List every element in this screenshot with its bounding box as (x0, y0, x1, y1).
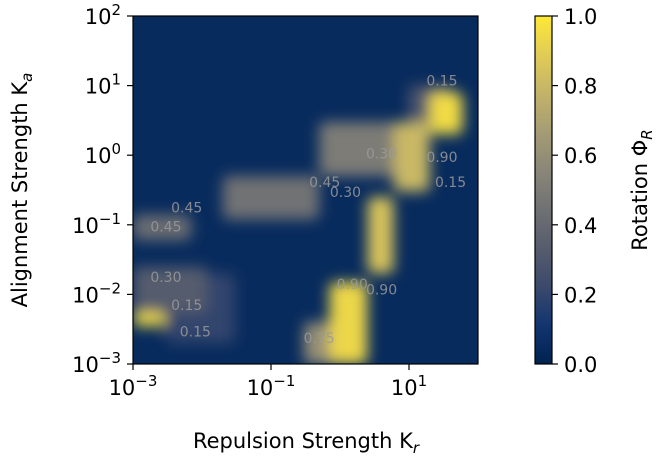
heatmap-cell (367, 197, 394, 274)
y-tick-label: 101 (85, 71, 121, 99)
y-axis-label: Alignment Strength Ka (8, 73, 36, 308)
heatmap-cell (329, 282, 368, 364)
heatmap-cell (133, 312, 166, 327)
contour-label: 0.45 (150, 220, 181, 236)
heatmap-cell (429, 92, 463, 135)
plot-area: 0.150.150.300.450.300.450.450.300.150.15… (132, 15, 479, 365)
y-tick-label: 100 (85, 140, 121, 168)
contour-label: 0.30 (366, 146, 397, 162)
contour-label: 0.15 (180, 324, 211, 340)
x-axis-label: Repulsion Strength Kr (193, 429, 420, 457)
x-tick-label: 10−3 (109, 372, 158, 400)
heatmap-cell (133, 266, 208, 313)
contour-label: 0.45 (309, 175, 340, 191)
y-tick-label: 10−1 (72, 210, 121, 238)
colorbar-fill (535, 16, 552, 364)
colorbar-frame (534, 15, 553, 365)
heatmap-cell (393, 121, 430, 192)
contour-label: 0.45 (171, 201, 202, 217)
contour-label: 0.15 (435, 175, 466, 191)
colorbar: 0.0 0.2 0.4 0.6 0.8 1.0 Rotation ΦR (534, 5, 656, 377)
contour-label: 0.90 (426, 150, 457, 166)
contour-label: 0.90 (337, 277, 368, 293)
heatmap-cell (222, 176, 320, 220)
x-axis-ticks: 10−3 10−1 101 (109, 364, 427, 400)
colorbar-label: Rotation ΦR (628, 129, 656, 250)
contour-label: 0.15 (171, 298, 202, 314)
contour-label: 0.30 (330, 185, 361, 201)
colorbar-tick-label: 0.6 (564, 144, 597, 168)
y-tick-label: 10−2 (72, 279, 121, 307)
heatmap-regions (133, 85, 463, 364)
y-tick-label: 10−3 (72, 349, 121, 377)
colorbar-tick-label: 0.0 (564, 353, 597, 377)
colorbar-ticks: 0.0 0.2 0.4 0.6 0.8 1.0 (552, 5, 597, 377)
contour-label: 0.30 (150, 270, 181, 286)
y-tick-label: 102 (85, 1, 121, 29)
x-tick-label: 10−1 (247, 372, 296, 400)
contour-label: 0.15 (426, 74, 457, 90)
contour-label: 0.75 (304, 331, 335, 347)
colorbar-tick-label: 0.8 (564, 75, 597, 99)
plot-frame (132, 15, 479, 365)
heatmap-cell (133, 214, 192, 241)
x-tick-label: 101 (391, 372, 427, 400)
y-axis-ticks: 10−3 10−2 10−1 100 101 102 (72, 1, 133, 377)
colorbar-tick-label: 0.4 (564, 214, 597, 238)
heatmap-cell (319, 121, 409, 177)
colorbar-tick-label: 0.2 (564, 283, 597, 307)
colorbar-tick-label: 1.0 (564, 5, 597, 29)
contour-label: 0.90 (366, 282, 397, 298)
heatmap-cell (303, 322, 337, 364)
contour-labels: 0.150.150.300.450.300.450.450.300.150.15… (150, 74, 466, 347)
